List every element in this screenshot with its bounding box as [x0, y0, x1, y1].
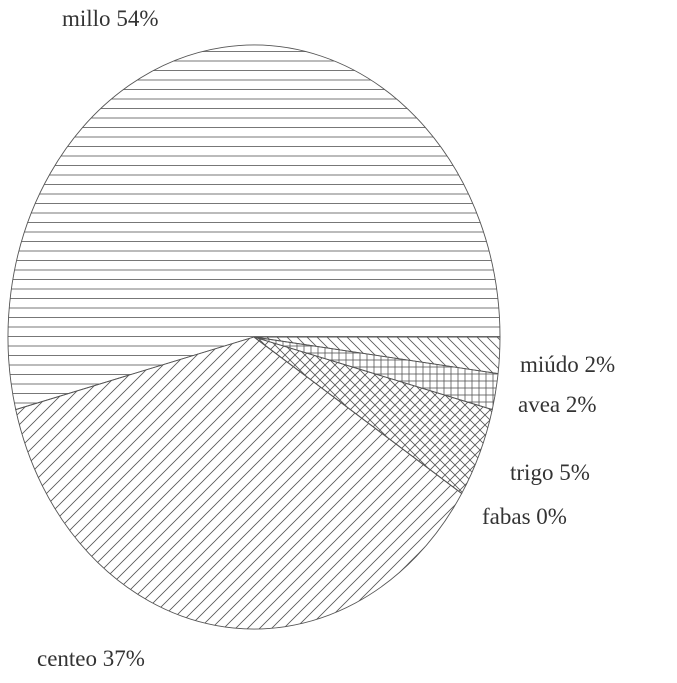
slice-category: fabas	[482, 504, 531, 529]
slice-label: trigo 5%	[510, 460, 590, 485]
slice-value: 54%	[116, 6, 158, 31]
slice-category: miúdo	[520, 352, 579, 377]
slice-label: avea 2%	[518, 392, 597, 417]
slice-label: centeo 37%	[37, 646, 145, 671]
slice-category: centeo	[37, 646, 97, 671]
pie-slice	[15, 336, 463, 630]
slice-value: 2%	[566, 392, 597, 417]
slice-label: fabas 0%	[482, 504, 567, 529]
slice-label: millo 54%	[62, 6, 158, 31]
pie-slice	[7, 44, 501, 411]
slice-label: miúdo 2%	[520, 352, 615, 377]
slice-value: 37%	[103, 646, 145, 671]
slice-category: avea	[518, 392, 560, 417]
slice-category: trigo	[510, 460, 553, 485]
slice-value: 2%	[585, 352, 616, 377]
slice-value: 0%	[536, 504, 567, 529]
slice-value: 5%	[559, 460, 590, 485]
slice-category: millo	[62, 6, 111, 31]
